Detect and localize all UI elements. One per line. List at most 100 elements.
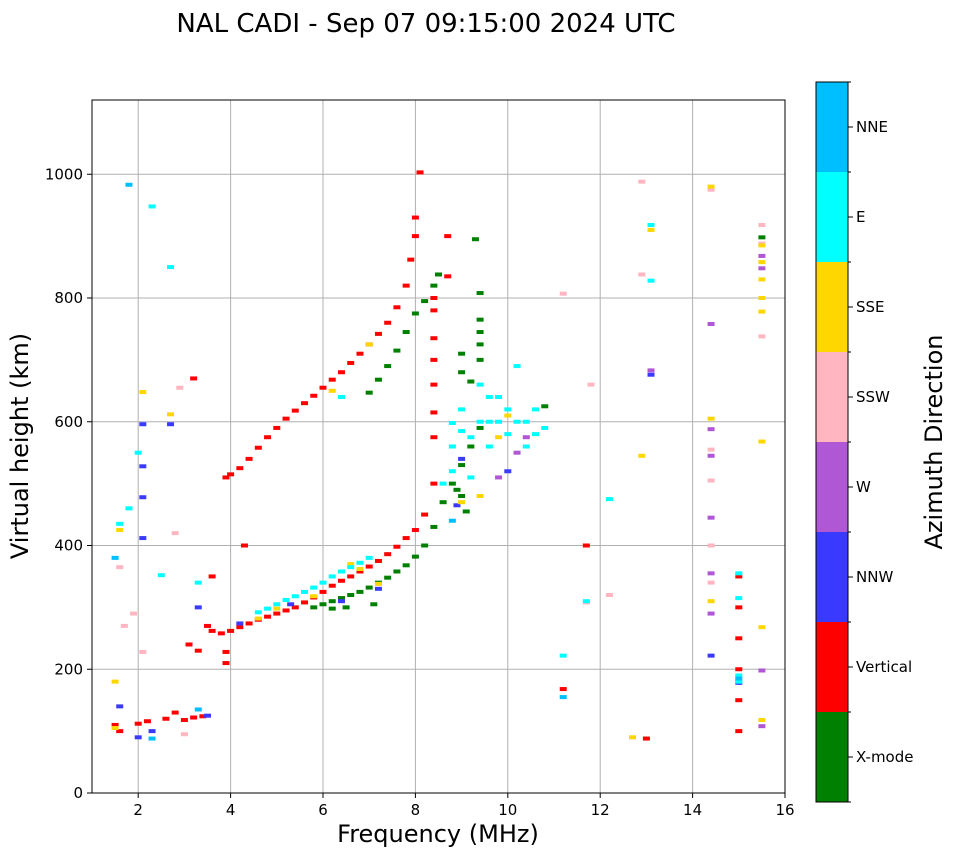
data-point xyxy=(254,445,262,450)
data-point xyxy=(707,543,715,548)
data-point xyxy=(758,668,766,673)
data-point xyxy=(430,308,438,313)
data-point xyxy=(291,408,299,413)
data-point xyxy=(758,235,766,240)
data-point xyxy=(707,580,715,585)
colorbar-tick-label: Vertical xyxy=(856,658,912,676)
colorbar-tick-label: W xyxy=(856,478,871,496)
data-point xyxy=(758,439,766,444)
data-point xyxy=(758,277,766,282)
data-point xyxy=(384,320,392,325)
data-point xyxy=(162,716,170,721)
data-point xyxy=(476,342,484,347)
chart-title: NAL CADI - Sep 07 09:15:00 2024 UTC xyxy=(176,9,675,39)
y-tick-label: 1000 xyxy=(45,165,83,183)
data-point xyxy=(328,606,336,611)
data-point xyxy=(495,419,503,424)
data-point xyxy=(522,444,530,449)
data-point xyxy=(467,475,475,480)
colorbar: X-mode Vertical NNW W SSW SSE E NNE xyxy=(815,81,913,803)
data-point xyxy=(707,184,715,189)
data-point xyxy=(111,555,119,560)
data-point xyxy=(227,628,235,633)
data-point xyxy=(356,351,364,356)
data-point xyxy=(116,521,124,526)
data-point xyxy=(227,472,235,477)
data-point xyxy=(430,296,438,300)
data-point xyxy=(337,569,345,574)
y-tick-label: 200 xyxy=(54,660,83,678)
data-point xyxy=(356,589,364,594)
data-point xyxy=(365,585,373,590)
data-point xyxy=(504,407,512,412)
data-point xyxy=(167,265,175,270)
data-point xyxy=(430,336,438,341)
data-point xyxy=(448,481,456,486)
data-point xyxy=(356,560,364,565)
data-point xyxy=(337,395,345,399)
data-point xyxy=(328,599,336,604)
data-point xyxy=(116,528,124,533)
data-point xyxy=(167,422,175,427)
data-point xyxy=(139,649,147,654)
data-point xyxy=(707,478,715,483)
data-point xyxy=(435,272,442,277)
data-point xyxy=(642,736,650,741)
data-point xyxy=(217,631,225,636)
colorbar-tick-label: SSE xyxy=(856,298,885,316)
y-axis-label: Virtual height (km) xyxy=(6,333,34,559)
data-point xyxy=(384,575,392,580)
data-point xyxy=(707,571,715,576)
data-point xyxy=(291,605,299,610)
data-point xyxy=(347,593,355,597)
data-point xyxy=(541,425,549,430)
data-point xyxy=(120,623,128,628)
x-tick-label: 2 xyxy=(133,801,143,819)
data-point xyxy=(125,182,133,187)
data-point xyxy=(393,305,401,310)
data-point xyxy=(532,407,540,412)
data-point xyxy=(638,179,646,184)
data-point xyxy=(199,714,207,719)
data-point xyxy=(430,283,438,288)
data-point xyxy=(167,412,175,417)
data-point xyxy=(301,401,309,406)
data-point xyxy=(707,599,715,604)
data-point xyxy=(204,623,211,628)
data-point xyxy=(735,596,743,601)
data-point xyxy=(411,554,419,559)
data-point xyxy=(310,393,318,398)
series-ssw xyxy=(116,179,766,737)
data-point xyxy=(513,364,521,369)
data-point xyxy=(273,602,281,607)
grid-lines xyxy=(92,100,786,794)
data-point xyxy=(476,419,484,424)
data-point xyxy=(148,204,156,209)
data-point xyxy=(421,512,429,517)
data-point xyxy=(411,215,419,220)
data-point xyxy=(513,450,521,455)
data-point xyxy=(180,732,188,737)
data-point xyxy=(374,558,382,563)
data-point xyxy=(758,309,766,314)
data-point xyxy=(453,487,461,492)
data-point xyxy=(430,382,438,387)
data-point xyxy=(111,679,119,684)
data-point xyxy=(430,435,438,440)
data-point xyxy=(125,506,133,511)
data-point xyxy=(735,679,743,684)
data-point xyxy=(522,435,530,440)
data-point xyxy=(707,416,715,421)
colorbar-segment xyxy=(816,172,848,262)
data-point xyxy=(439,481,447,486)
data-point xyxy=(476,317,484,322)
colorbar-segment xyxy=(816,442,848,532)
data-point xyxy=(485,444,493,449)
data-point xyxy=(647,227,655,232)
series-nnw xyxy=(116,372,743,740)
data-point xyxy=(374,377,382,382)
data-point xyxy=(411,311,419,316)
data-point xyxy=(735,729,743,734)
data-point xyxy=(134,721,142,726)
